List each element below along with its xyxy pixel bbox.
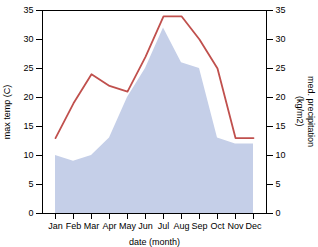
svg-text:25: 25	[276, 63, 286, 73]
svg-text:May: May	[119, 221, 137, 231]
svg-text:max temp (C): max temp (C)	[2, 85, 12, 140]
svg-text:30: 30	[23, 34, 33, 44]
html-text:med. precipitation (kg/m2): med. precipitation (kg/m2)	[295, 76, 316, 147]
svg-text:Oct: Oct	[210, 221, 225, 231]
svg-text:Jul: Jul	[158, 221, 170, 231]
svg-text:Sep: Sep	[191, 221, 207, 231]
svg-text:20: 20	[276, 92, 286, 102]
svg-text:Jan: Jan	[48, 221, 63, 231]
svg-text:0: 0	[28, 208, 33, 218]
svg-text:35: 35	[23, 5, 33, 15]
svg-text:30: 30	[276, 34, 286, 44]
svg-text:Apr: Apr	[102, 221, 116, 231]
svg-text:Feb: Feb	[66, 221, 82, 231]
svg-text:5: 5	[28, 179, 33, 189]
svg-text:Aug: Aug	[173, 221, 189, 231]
svg-text:Nov: Nov	[227, 221, 244, 231]
svg-text:Jun: Jun	[138, 221, 153, 231]
svg-text:25: 25	[23, 63, 33, 73]
svg-text:Mar: Mar	[84, 221, 100, 231]
svg-text:10: 10	[276, 150, 286, 160]
svg-text:20: 20	[23, 92, 33, 102]
svg-text:date (month): date (month)	[129, 237, 180, 247]
svg-text:35: 35	[276, 5, 286, 15]
svg-text:0: 0	[276, 208, 281, 218]
svg-text:5: 5	[276, 179, 281, 189]
svg-text:Dec: Dec	[245, 221, 262, 231]
svg-text:10: 10	[23, 150, 33, 160]
svg-text:15: 15	[276, 121, 286, 131]
svg-text:15: 15	[23, 121, 33, 131]
